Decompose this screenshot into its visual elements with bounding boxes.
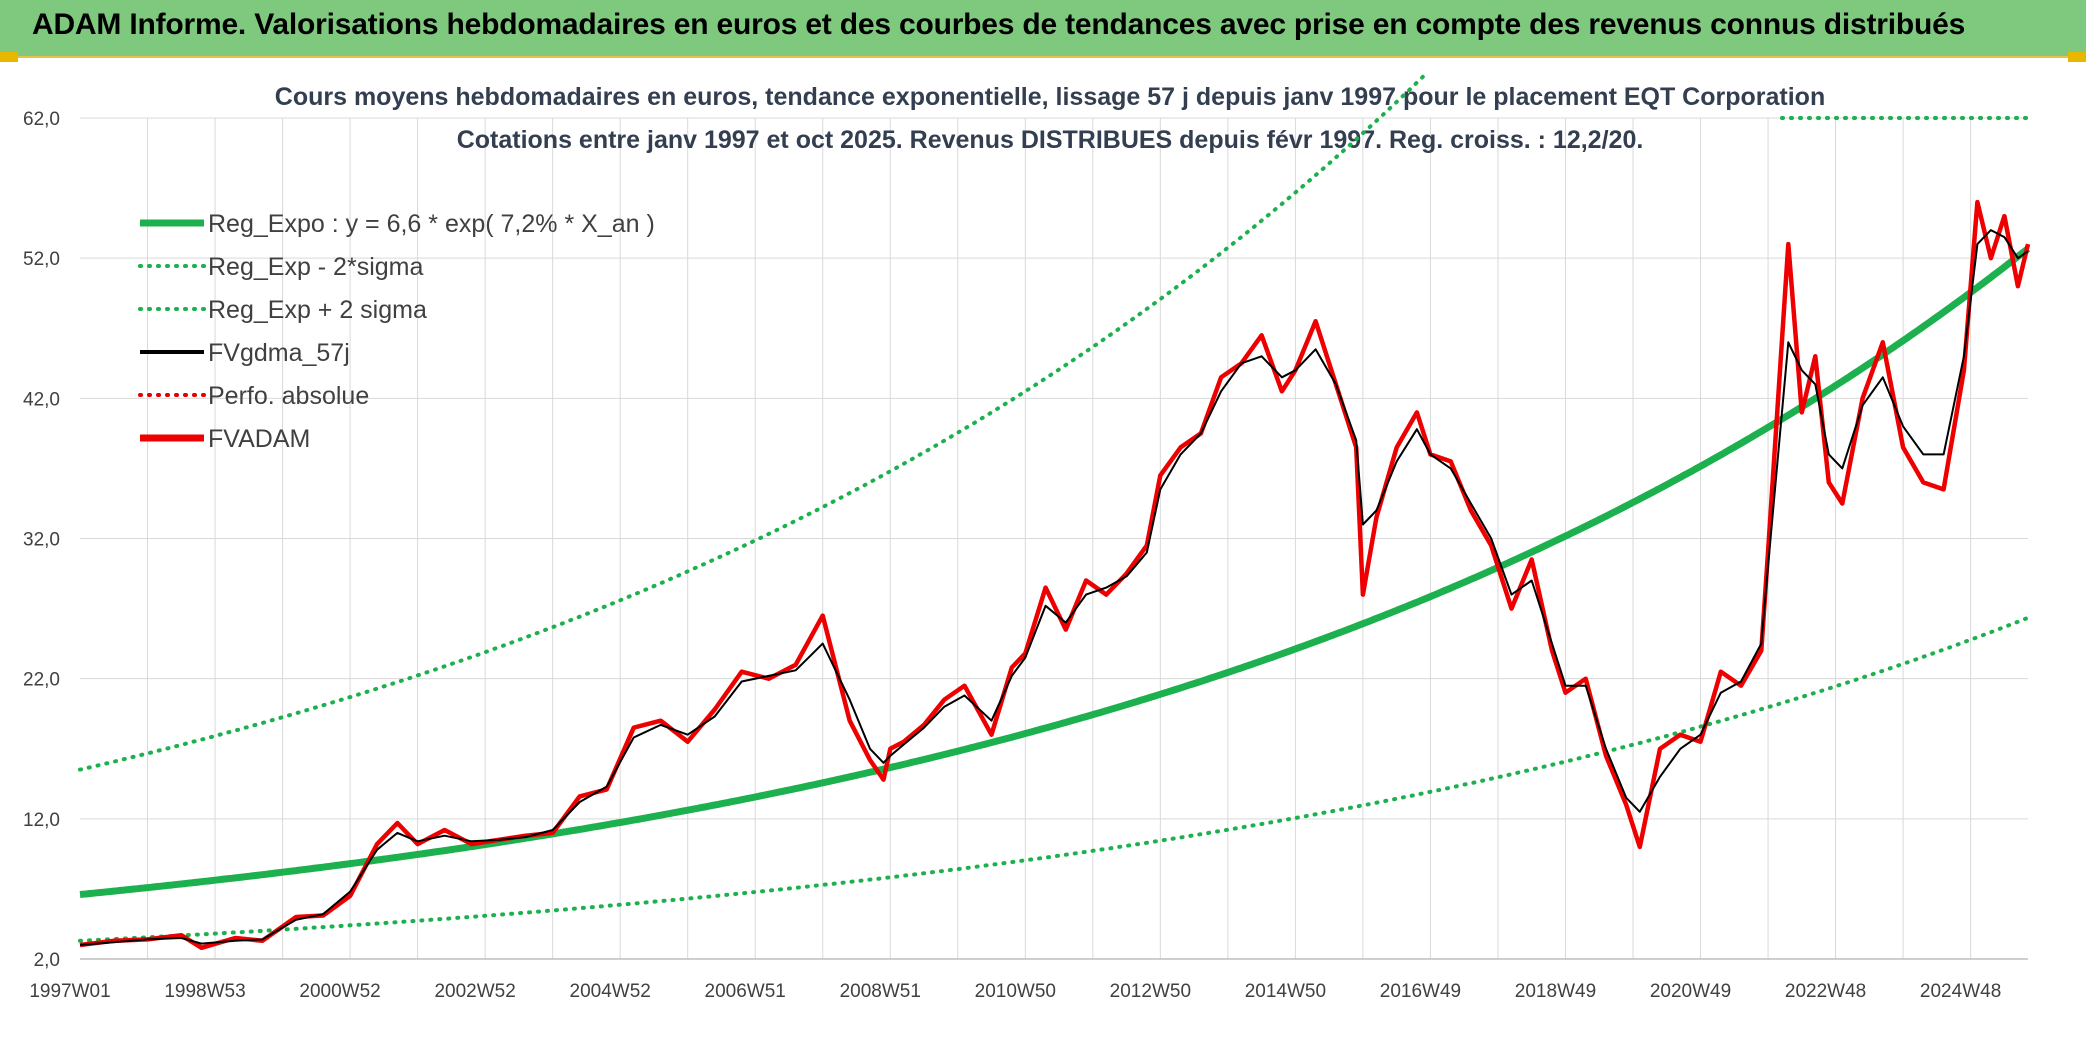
y-tick-label: 32,0 bbox=[23, 530, 60, 551]
corner-mark-right bbox=[2068, 52, 2086, 62]
x-tick-label: 1998W53 bbox=[164, 981, 245, 1002]
chart-subtitle: Cotations entre janv 1997 et oct 2025. R… bbox=[457, 126, 1644, 154]
report-banner: ADAM Informe. Valorisations hebdomadaire… bbox=[0, 0, 2086, 58]
banner-title: ADAM Informe. Valorisations hebdomadaire… bbox=[32, 8, 1966, 41]
legend-label: FVgdma_57j bbox=[208, 339, 350, 367]
y-tick-label: 52,0 bbox=[23, 249, 60, 270]
x-tick-label: 2022W48 bbox=[1785, 981, 1866, 1002]
series-layer bbox=[78, 74, 2031, 951]
series-fvgdma-57j bbox=[79, 229, 2029, 946]
x-tick-label: 2016W49 bbox=[1380, 981, 1461, 1002]
legend-label: Reg_Expo : y = 6,6 * exp( 7,2% * X_an ) bbox=[208, 210, 655, 238]
y-tick-label: 12,0 bbox=[23, 810, 60, 831]
legend-label: FVADAM bbox=[208, 425, 310, 453]
x-tick-label: 2024W48 bbox=[1920, 981, 2001, 1002]
chart-title: Cours moyens hebdomadaires en euros, ten… bbox=[275, 83, 1825, 111]
x-tick-label: 1997W01 bbox=[29, 981, 110, 1002]
chart-frame: 2,0 12,0 22,0 32,0 42,0 52,0 62,0 1997W01 1998W5… bbox=[0, 58, 2086, 1037]
x-tick-label: 2002W52 bbox=[434, 981, 515, 1002]
corner-mark-left bbox=[0, 52, 18, 62]
x-tick-label: 2004W52 bbox=[570, 981, 651, 1002]
legend: Reg_Expo : y = 6,6 * exp( 7,2% * X_an ) R… bbox=[138, 210, 655, 453]
x-tick-label: 2010W50 bbox=[975, 981, 1056, 1002]
axes: 2,0 12,0 22,0 32,0 42,0 52,0 62,0 1997W01 1998W5… bbox=[23, 109, 2028, 1002]
grid-lines bbox=[80, 117, 2028, 960]
x-tick-label: 2018W49 bbox=[1515, 981, 1596, 1002]
series-reg-exp-plus-2-sigma bbox=[78, 74, 1426, 772]
y-tick-label: 62,0 bbox=[23, 109, 60, 130]
y-tick-label: 42,0 bbox=[23, 389, 60, 410]
x-tick-label: 2020W49 bbox=[1650, 981, 1731, 1002]
series-reg-expo bbox=[79, 245, 2031, 898]
x-tick-label: 2014W50 bbox=[1245, 981, 1326, 1002]
y-tick-label: 2,0 bbox=[34, 950, 60, 971]
x-tick-label: 2006W51 bbox=[705, 981, 786, 1002]
legend-label: Reg_Exp + 2 sigma bbox=[208, 296, 427, 324]
series-reg-exp-minus-2-sigma bbox=[78, 615, 2030, 943]
x-tick-label: 2008W51 bbox=[840, 981, 921, 1002]
x-tick-label: 2012W50 bbox=[1110, 981, 1191, 1002]
x-tick-label: 2000W52 bbox=[299, 981, 380, 1002]
y-tick-label: 22,0 bbox=[23, 670, 60, 691]
trend-chart: 2,0 12,0 22,0 32,0 42,0 52,0 62,0 1997W01 1998W5… bbox=[23, 74, 2031, 1002]
legend-label: Perfo. absolue bbox=[208, 382, 369, 410]
legend-label: Reg_Exp - 2*sigma bbox=[208, 253, 423, 281]
